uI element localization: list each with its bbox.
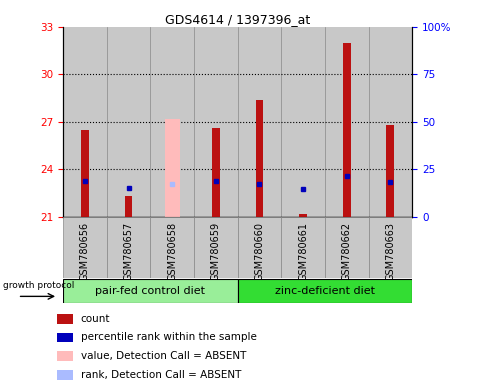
Bar bbox=[57, 314, 73, 324]
Text: rank, Detection Call = ABSENT: rank, Detection Call = ABSENT bbox=[80, 370, 241, 380]
Bar bbox=[368, 217, 411, 278]
Bar bbox=[150, 217, 194, 278]
Bar bbox=[63, 279, 237, 303]
Bar bbox=[81, 130, 89, 217]
Text: count: count bbox=[80, 314, 110, 324]
Text: GSM780662: GSM780662 bbox=[341, 222, 351, 281]
Text: value, Detection Call = ABSENT: value, Detection Call = ABSENT bbox=[80, 351, 245, 361]
Bar bbox=[57, 370, 73, 380]
Bar bbox=[57, 351, 73, 361]
Bar bbox=[324, 217, 368, 278]
Bar bbox=[299, 214, 306, 217]
Bar bbox=[57, 333, 73, 343]
Text: GSM780656: GSM780656 bbox=[80, 222, 90, 281]
Text: GSM780659: GSM780659 bbox=[211, 222, 220, 281]
Bar bbox=[124, 196, 132, 217]
Text: percentile rank within the sample: percentile rank within the sample bbox=[80, 333, 256, 343]
Text: GSM780661: GSM780661 bbox=[298, 222, 307, 281]
Text: growth protocol: growth protocol bbox=[2, 281, 74, 290]
Bar bbox=[164, 119, 180, 217]
Bar bbox=[342, 43, 350, 217]
Title: GDS4614 / 1397396_at: GDS4614 / 1397396_at bbox=[165, 13, 310, 26]
Bar bbox=[237, 217, 281, 278]
Bar bbox=[237, 279, 411, 303]
Bar bbox=[237, 27, 281, 217]
Bar bbox=[281, 217, 324, 278]
Bar bbox=[386, 125, 393, 217]
Bar bbox=[281, 27, 324, 217]
Text: GSM780663: GSM780663 bbox=[385, 222, 394, 281]
Bar bbox=[63, 217, 106, 278]
Bar bbox=[106, 217, 150, 278]
Bar bbox=[150, 27, 194, 217]
Bar bbox=[212, 128, 219, 217]
Bar bbox=[324, 27, 368, 217]
Bar bbox=[255, 100, 263, 217]
Text: pair-fed control diet: pair-fed control diet bbox=[95, 286, 205, 296]
Text: GSM780657: GSM780657 bbox=[123, 222, 133, 281]
Bar bbox=[63, 27, 106, 217]
Text: zinc-deficient diet: zinc-deficient diet bbox=[274, 286, 374, 296]
Bar bbox=[106, 27, 150, 217]
Bar bbox=[368, 27, 411, 217]
Text: GSM780658: GSM780658 bbox=[167, 222, 177, 281]
Bar bbox=[194, 217, 237, 278]
Bar bbox=[194, 27, 237, 217]
Text: GSM780660: GSM780660 bbox=[254, 222, 264, 281]
